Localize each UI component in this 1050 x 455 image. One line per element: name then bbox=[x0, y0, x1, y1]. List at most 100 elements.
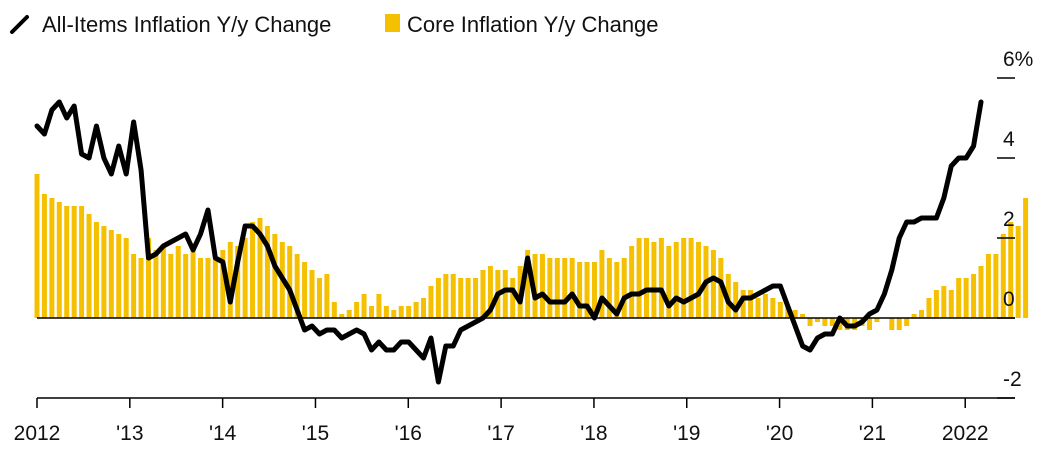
core-bar bbox=[770, 298, 776, 318]
core-bar bbox=[272, 234, 278, 318]
core-bar bbox=[606, 258, 612, 318]
legend-line-swatch bbox=[10, 15, 29, 34]
core-bar bbox=[666, 246, 672, 318]
core-bar bbox=[696, 242, 702, 318]
core-bar bbox=[510, 278, 516, 318]
core-bar bbox=[985, 254, 991, 318]
core-bar bbox=[896, 318, 902, 330]
core-bar bbox=[740, 290, 746, 318]
core-bar bbox=[733, 282, 739, 318]
core-bar bbox=[257, 218, 263, 318]
core-bar bbox=[316, 278, 322, 318]
legend: All-Items Inflation Y/y Change Core Infl… bbox=[10, 12, 659, 37]
all-items-line-group bbox=[34, 99, 984, 385]
core-bar bbox=[584, 262, 590, 318]
core-bar bbox=[398, 306, 404, 318]
core-bar bbox=[814, 318, 820, 322]
core-bar bbox=[406, 306, 412, 318]
core-bar bbox=[621, 258, 627, 318]
x-tick-label: 2012 bbox=[14, 422, 61, 445]
legend-bar-swatch bbox=[385, 14, 400, 32]
core-bar bbox=[183, 254, 189, 318]
core-bar bbox=[368, 306, 374, 318]
core-bar bbox=[309, 270, 315, 318]
core-bar bbox=[599, 250, 605, 318]
core-bar bbox=[919, 310, 925, 318]
core-bar bbox=[874, 318, 880, 322]
core-bar bbox=[993, 254, 999, 318]
core-bar bbox=[762, 294, 768, 318]
core-bar bbox=[190, 246, 196, 318]
core-bar bbox=[198, 258, 204, 318]
core-bar bbox=[1008, 222, 1014, 318]
core-bar bbox=[450, 274, 456, 318]
y-tick-label: 4 bbox=[1003, 128, 1015, 151]
core-bar bbox=[963, 278, 969, 318]
core-bar bbox=[443, 274, 449, 318]
core-bar bbox=[629, 246, 635, 318]
core-bar bbox=[554, 258, 560, 318]
core-bar bbox=[502, 270, 508, 318]
core-bar bbox=[212, 258, 218, 318]
core-bar bbox=[1015, 226, 1021, 318]
x-tick-label: '14 bbox=[209, 422, 237, 445]
y-tick-label: 2 bbox=[1003, 208, 1015, 231]
x-tick-label: 2022 bbox=[942, 422, 989, 445]
core-bar bbox=[829, 318, 835, 326]
core-bar bbox=[941, 286, 947, 318]
x-tick-label: '21 bbox=[859, 422, 886, 445]
all-items-line bbox=[34, 99, 984, 385]
y-tick-label: 6% bbox=[1003, 48, 1033, 71]
y-tick-label: 0 bbox=[1003, 288, 1015, 311]
core-bar bbox=[755, 298, 761, 318]
core-bar bbox=[480, 270, 486, 318]
core-bar bbox=[562, 258, 568, 318]
core-bar bbox=[539, 254, 545, 318]
core-bar bbox=[710, 250, 716, 318]
y-tick-label: -2 bbox=[1003, 368, 1022, 391]
core-bar bbox=[473, 278, 479, 318]
core-bar bbox=[123, 238, 129, 318]
y-axis: 6% 4 2 0 -2 bbox=[997, 48, 1033, 399]
core-bar bbox=[956, 278, 962, 318]
core-bar bbox=[71, 206, 77, 318]
core-bar bbox=[146, 238, 151, 318]
core-bar bbox=[800, 314, 806, 318]
core-bar bbox=[101, 226, 107, 318]
core-bar bbox=[458, 278, 464, 318]
core-bar bbox=[636, 238, 642, 318]
core-bar bbox=[235, 246, 241, 318]
core-bar bbox=[294, 254, 300, 318]
core-bar bbox=[264, 226, 270, 318]
x-tick-label: '19 bbox=[673, 422, 700, 445]
core-bar bbox=[978, 266, 984, 318]
core-bar bbox=[250, 222, 256, 318]
core-bar bbox=[242, 238, 248, 318]
core-bar bbox=[889, 318, 895, 330]
core-bar bbox=[971, 274, 977, 318]
core-bar bbox=[614, 262, 620, 318]
core-bar bbox=[168, 254, 174, 318]
core-bar bbox=[153, 250, 159, 318]
core-bar bbox=[391, 310, 397, 318]
core-bar bbox=[748, 290, 754, 318]
x-tick-label: '13 bbox=[116, 422, 143, 445]
core-bar bbox=[220, 250, 226, 318]
core-bar bbox=[346, 310, 352, 318]
core-bar bbox=[1023, 198, 1029, 318]
core-bar bbox=[205, 258, 211, 318]
core-bar bbox=[644, 238, 650, 318]
core-bar bbox=[681, 238, 687, 318]
core-bar bbox=[525, 250, 531, 318]
core-bar bbox=[867, 318, 872, 330]
core-bar bbox=[413, 302, 419, 318]
core-bar bbox=[673, 242, 679, 318]
core-bar bbox=[822, 318, 828, 326]
core-bar bbox=[428, 286, 434, 318]
core-bar bbox=[569, 258, 575, 318]
core-bar bbox=[131, 254, 137, 318]
core-bar bbox=[56, 202, 62, 318]
core-bar bbox=[160, 246, 166, 318]
core-bar bbox=[926, 298, 932, 318]
